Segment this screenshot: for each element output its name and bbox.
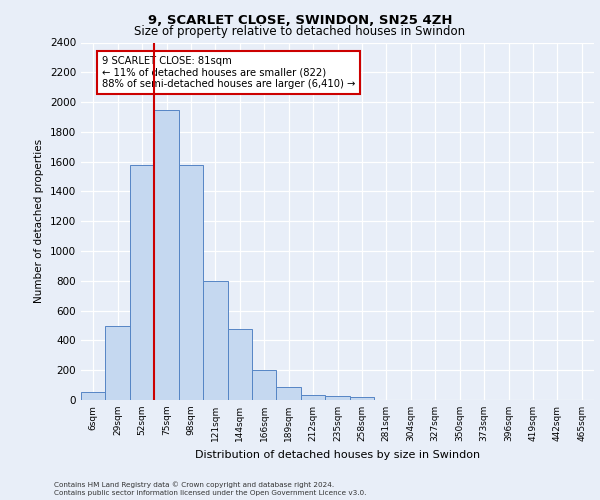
Bar: [227, 328, 252, 400]
Text: 9 SCARLET CLOSE: 81sqm
← 11% of detached houses are smaller (822)
88% of semi-de: 9 SCARLET CLOSE: 81sqm ← 11% of detached…: [102, 56, 355, 89]
Bar: [301, 395, 325, 400]
Bar: [179, 164, 203, 400]
Text: Contains HM Land Registry data © Crown copyright and database right 2024.: Contains HM Land Registry data © Crown c…: [54, 481, 334, 488]
Bar: [350, 397, 374, 400]
Bar: [130, 164, 154, 400]
Y-axis label: Number of detached properties: Number of detached properties: [34, 139, 44, 304]
Text: Size of property relative to detached houses in Swindon: Size of property relative to detached ho…: [134, 25, 466, 38]
Bar: [81, 392, 106, 400]
X-axis label: Distribution of detached houses by size in Swindon: Distribution of detached houses by size …: [195, 450, 480, 460]
Bar: [252, 370, 277, 400]
Bar: [154, 110, 179, 400]
Bar: [277, 386, 301, 400]
Bar: [325, 396, 350, 400]
Bar: [106, 326, 130, 400]
Text: Contains public sector information licensed under the Open Government Licence v3: Contains public sector information licen…: [54, 490, 367, 496]
Bar: [203, 281, 227, 400]
Text: 9, SCARLET CLOSE, SWINDON, SN25 4ZH: 9, SCARLET CLOSE, SWINDON, SN25 4ZH: [148, 14, 452, 27]
